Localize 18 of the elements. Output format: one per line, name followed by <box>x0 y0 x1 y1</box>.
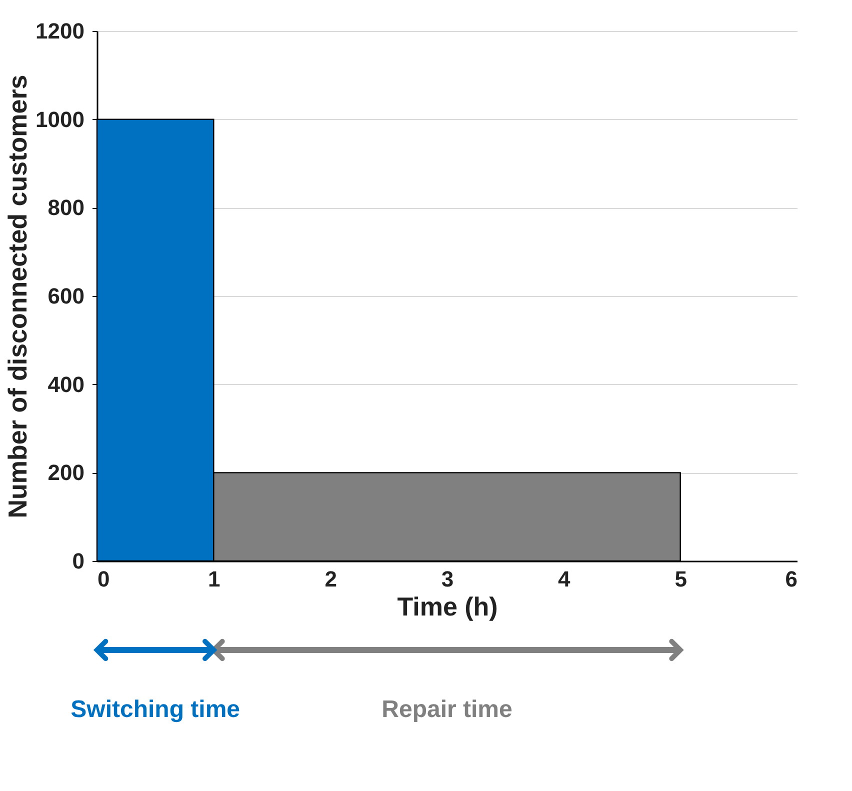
text: Switching time <box>70 696 240 723</box>
y-tick-label: 1200 <box>36 18 84 44</box>
x-axis-title: Time (h) <box>397 592 498 622</box>
y-tick-label: 800 <box>48 195 84 220</box>
x-tick-label: 3 <box>441 566 454 592</box>
text: Repair time <box>382 696 512 723</box>
y-tick-label: 1000 <box>36 106 84 132</box>
y-tick-label: 200 <box>48 460 84 486</box>
y-tick-label: 400 <box>48 372 84 397</box>
y-tick-label: 600 <box>48 284 84 308</box>
x-tick-label: 2 <box>324 566 337 592</box>
x-tick-label: 6 <box>785 566 798 592</box>
y-axis-title: Number of disconnected customers <box>2 74 33 518</box>
x-tick-label: 5 <box>674 566 687 592</box>
y-tick-label: 0 <box>72 548 84 574</box>
x-tick-label: 4 <box>558 566 572 592</box>
x-tick-label: 0 <box>98 566 110 592</box>
x-tick-label: 1 <box>208 566 220 592</box>
